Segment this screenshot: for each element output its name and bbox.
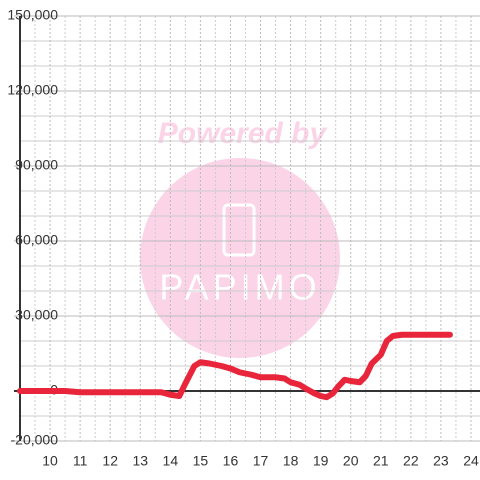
x-tick-label: 17 [253,453,269,469]
x-tick-label: 22 [403,453,419,469]
x-tick-label: 24 [463,453,479,469]
y-tick-label: 120,000 [7,82,58,98]
y-tick-label: 60,000 [15,232,58,248]
x-tick-label: 12 [102,453,118,469]
x-tick-label: 23 [433,453,449,469]
x-tick-label: 15 [193,453,209,469]
x-tick-label: 11 [73,453,88,469]
x-tick-label: 20 [343,453,359,469]
y-tick-label: 90,000 [15,157,58,173]
x-tick-label: 16 [223,453,239,469]
watermark-phone [222,203,256,257]
x-tick-label: 10 [42,453,58,469]
watermark-text: Powered by [158,117,328,150]
y-tick-label: 150,000 [7,7,58,23]
x-tick-label: 14 [163,453,179,469]
y-tick-label: -20,000 [11,432,59,448]
line-series [17,331,453,401]
watermark-logo: PAPIMO [159,267,320,308]
y-tick-label: 30,000 [15,307,58,323]
x-tick-label: 19 [313,453,329,469]
x-tick-label: 18 [283,453,299,469]
watermark-circle [140,158,340,358]
x-tick-label: 13 [132,453,148,469]
x-tick-label: 21 [373,453,389,469]
